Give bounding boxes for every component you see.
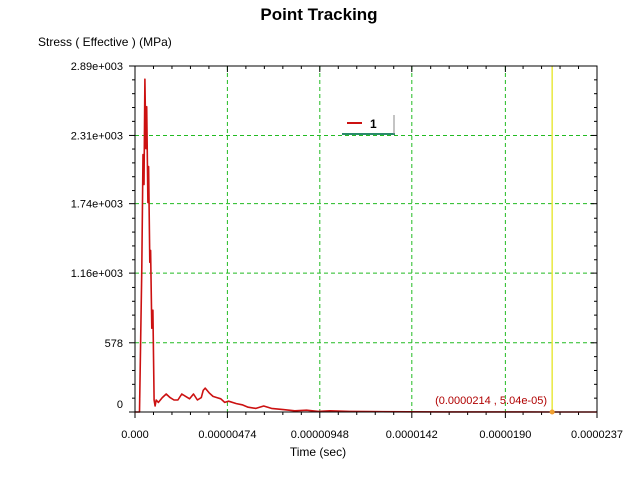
y-tick-label: 2.31e+003 — [71, 130, 123, 142]
y-tick-label: 2.89e+003 — [71, 61, 123, 73]
x-tick-label: 0.0000142 — [386, 429, 438, 441]
probe-readout: (0.0000214 , 5.04e-05) — [435, 395, 547, 407]
y-tick-label: 1.16e+003 — [71, 268, 123, 280]
series-group — [135, 78, 597, 413]
x-tick-label: 0.0000237 — [571, 429, 623, 441]
x-axis-label: Time (sec) — [290, 445, 346, 459]
x-tick-label: 0.00000948 — [291, 429, 349, 441]
grid-lines — [135, 66, 597, 412]
y-axis-label: Stress ( Effective ) (MPa) — [38, 35, 172, 49]
y-tick-label: 578 — [105, 338, 123, 350]
probe-marker — [549, 409, 555, 415]
series-line-1 — [135, 78, 597, 413]
chart-title: Point Tracking — [260, 5, 377, 24]
plot-area — [135, 66, 597, 412]
y-tick-label: 0 — [117, 399, 123, 411]
x-axis-ticks: 0.000 0.00000474 0.00000948 0.0000142 0.0000… — [121, 66, 623, 441]
y-axis-ticks: 0 578 1.16e+003 1.74e+003 2.31e+003 2.89e+003 — [71, 61, 597, 413]
x-tick-label: 0.0000190 — [479, 429, 531, 441]
legend: 1 — [342, 115, 395, 135]
legend-label-1: 1 — [370, 117, 377, 131]
y-tick-label: 1.74e+003 — [71, 199, 123, 211]
x-tick-label: 0.000 — [121, 429, 149, 441]
plot-frame — [134, 65, 598, 413]
x-tick-label: 0.00000474 — [198, 429, 256, 441]
